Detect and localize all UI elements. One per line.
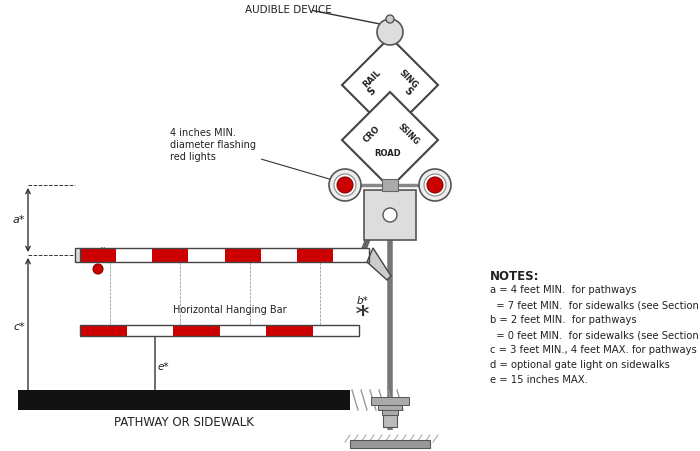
Text: d = optional gate light on sidewalks: d = optional gate light on sidewalks: [490, 360, 670, 370]
Polygon shape: [367, 248, 391, 280]
Bar: [386, 105, 394, 120]
Circle shape: [377, 19, 403, 45]
Circle shape: [337, 177, 353, 193]
Text: c*: c*: [13, 322, 25, 332]
Text: CRO: CRO: [362, 124, 382, 144]
Bar: [266, 325, 312, 336]
Bar: [80, 325, 359, 336]
Text: b = 2 feet MIN.  for pathways: b = 2 feet MIN. for pathways: [490, 315, 636, 325]
Text: S: S: [366, 85, 378, 97]
Text: = 7 feet MIN.  for sidewalks (see Section 2A.18): = 7 feet MIN. for sidewalks (see Section…: [490, 300, 700, 310]
Circle shape: [383, 208, 397, 222]
Bar: [220, 325, 266, 336]
Text: AUDIBLE DEVICE: AUDIBLE DEVICE: [245, 5, 332, 15]
Bar: [297, 248, 333, 262]
Bar: [378, 405, 402, 410]
Circle shape: [93, 264, 103, 274]
Text: NOTES:: NOTES:: [490, 270, 540, 283]
Text: SING: SING: [397, 68, 419, 90]
Bar: [188, 248, 225, 262]
Circle shape: [427, 177, 443, 193]
Bar: [80, 325, 127, 336]
Text: 4 inches MIN.
diameter flashing
red lights: 4 inches MIN. diameter flashing red ligh…: [170, 129, 339, 183]
Bar: [260, 248, 297, 262]
Bar: [80, 248, 369, 262]
Bar: [383, 415, 397, 427]
Text: RAIL: RAIL: [361, 68, 383, 90]
Text: SSING: SSING: [395, 122, 421, 147]
Text: S: S: [402, 85, 414, 97]
Text: = 0 feet MIN.  for sidewalks (see Section 2A.19): = 0 feet MIN. for sidewalks (see Section…: [490, 330, 700, 340]
Bar: [371, 397, 409, 405]
Polygon shape: [342, 37, 438, 133]
Bar: [225, 248, 260, 262]
Bar: [350, 440, 430, 448]
Bar: [127, 325, 173, 336]
Circle shape: [334, 174, 356, 196]
Polygon shape: [342, 92, 438, 188]
Bar: [364, 190, 416, 240]
Bar: [312, 325, 359, 336]
Bar: [333, 248, 369, 262]
Bar: [153, 248, 188, 262]
Text: d*: d*: [96, 247, 108, 257]
Circle shape: [329, 169, 361, 201]
Text: a = 4 feet MIN.  for pathways: a = 4 feet MIN. for pathways: [490, 285, 636, 295]
Text: a*: a*: [13, 215, 25, 225]
Bar: [18, 390, 350, 410]
Text: b*: b*: [356, 296, 368, 306]
Bar: [173, 325, 220, 336]
Text: Horizontal Hanging Bar: Horizontal Hanging Bar: [173, 305, 286, 315]
Circle shape: [424, 174, 446, 196]
Circle shape: [419, 169, 451, 201]
Text: c = 3 feet MIN., 4 feet MAX. for pathways and sidewalks: c = 3 feet MIN., 4 feet MAX. for pathway…: [490, 345, 700, 355]
Text: e*: e*: [158, 362, 169, 372]
Text: ROAD: ROAD: [374, 149, 401, 158]
Bar: [116, 248, 153, 262]
Text: e = 15 inches MAX.: e = 15 inches MAX.: [490, 375, 588, 385]
Bar: [75, 248, 80, 262]
Bar: [80, 248, 116, 262]
Bar: [382, 179, 398, 191]
Text: PATHWAY OR SIDEWALK: PATHWAY OR SIDEWALK: [114, 416, 254, 429]
Circle shape: [386, 15, 394, 23]
Bar: [382, 409, 398, 415]
